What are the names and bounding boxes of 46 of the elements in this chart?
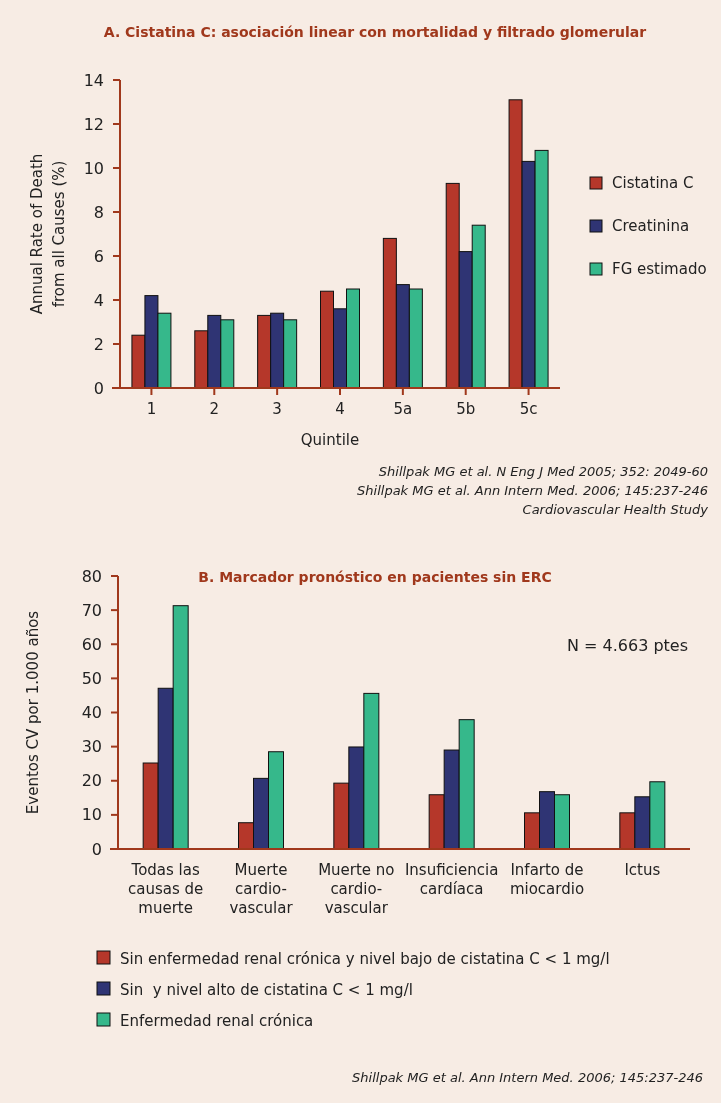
x-tick-label: 5b: [456, 400, 476, 418]
y-tick-label: 10: [83, 158, 104, 178]
x-tick-label: Ictus: [624, 861, 661, 879]
y-tick-label: 4: [93, 290, 104, 310]
y-tick-label: 6: [93, 246, 104, 266]
y-tick-label: 30: [81, 737, 102, 757]
chart-title: B. Marcador pronóstico en pacientes sin ERC: [198, 569, 552, 585]
x-axis-title: Quintile: [300, 431, 360, 449]
x-tick-label: 1: [146, 400, 157, 418]
x-tick-label: 5c: [519, 400, 538, 418]
x-tick-label: 2: [209, 400, 220, 418]
legend-label: Sin enfermedad renal crónica y nivel bajo de cistatina C < 1 mg/l: [120, 950, 610, 968]
x-tick-label: Muerte cardio-vascular: [229, 861, 294, 917]
text: Shillpak MG et al. Ann Intern Med. 2006; 145:237-246: [357, 483, 708, 498]
legend-label: FG estimado: [612, 260, 707, 278]
legend-label: Creatinina: [612, 217, 690, 235]
x-tick-label: Todas las causas de muerte: [128, 861, 204, 917]
legend-label: Enfermedad renal crónica: [120, 1012, 314, 1030]
x-tick-label: 4: [335, 400, 345, 418]
x-tick-label: 3: [272, 400, 282, 418]
x-tick-label: Infarto de miocardio: [509, 861, 585, 898]
y-tick-label: 50: [81, 668, 102, 688]
legend-label: Sin y nivel alto de cistatina C < 1 mg/l: [120, 981, 413, 999]
y-tick-label: 0: [93, 378, 104, 398]
text: Shillpak MG et al. Ann Intern Med. 2006; 145:237-246: [352, 1070, 703, 1085]
text: Shillpak MG et al. N Eng J Med 2005; 352: 2049-60: [378, 464, 708, 479]
y-tick-label: 14: [83, 70, 104, 90]
y-tick-label: 8: [93, 202, 104, 222]
y-tick-label: 70: [81, 600, 102, 620]
y-tick-label: 80: [81, 566, 102, 586]
y-tick-label: 40: [81, 703, 102, 723]
y-tick-label: 0: [91, 839, 102, 859]
y-axis-title: Annual Rate of Death from all Causes (%): [28, 153, 68, 315]
y-tick-label: 20: [81, 771, 102, 791]
y-tick-label: 60: [81, 634, 102, 654]
x-tick-label: 5a: [393, 400, 413, 418]
text: Cardiovascular Health Study: [522, 502, 709, 517]
legend-label: Cistatina C: [612, 174, 694, 192]
x-tick-label: Insuficiencia cardíaca: [404, 861, 499, 898]
y-tick-label: 10: [81, 805, 102, 825]
y-tick-label: 12: [83, 114, 104, 134]
y-axis-title: Eventos CV por 1.000 años: [24, 610, 42, 815]
x-tick-label: Muerte no cardio-vascular: [318, 861, 395, 917]
chart-title: A. Cistatina C: asociación linear con mortalidad y filtrado glomerular: [103, 24, 647, 40]
annotation: N = 4.663 ptes: [566, 636, 688, 655]
y-tick-label: 2: [93, 334, 104, 354]
